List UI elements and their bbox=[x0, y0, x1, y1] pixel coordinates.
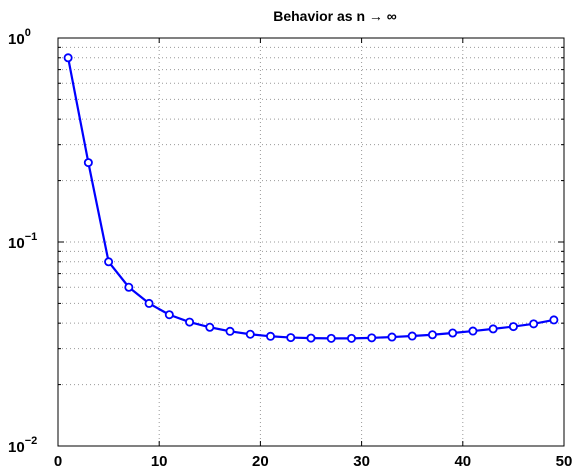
x-tick-label: 50 bbox=[556, 453, 573, 470]
data-point bbox=[205, 322, 215, 332]
data-point bbox=[286, 333, 296, 343]
data-point bbox=[488, 324, 498, 334]
data-point bbox=[164, 310, 174, 320]
data-point bbox=[185, 317, 195, 327]
x-tick-label: 10 bbox=[151, 453, 168, 470]
data-point bbox=[144, 298, 154, 308]
data-point bbox=[367, 333, 377, 343]
data-point bbox=[124, 282, 134, 292]
data-point bbox=[448, 328, 458, 338]
data-point bbox=[346, 333, 356, 343]
y-tick-label: 100 bbox=[8, 27, 31, 48]
x-tick-label: 30 bbox=[353, 453, 370, 470]
data-point bbox=[529, 319, 539, 329]
data-point bbox=[83, 158, 93, 168]
data-point bbox=[104, 257, 114, 267]
data-point bbox=[468, 326, 478, 336]
data-point bbox=[306, 333, 316, 343]
data-point bbox=[225, 326, 235, 336]
data-point bbox=[407, 331, 417, 341]
tick-labels: 0 10 20 30 40 50 10−2 10−1 100 bbox=[8, 27, 572, 470]
data-point bbox=[63, 53, 73, 63]
data-point bbox=[508, 322, 518, 332]
series-layer bbox=[63, 53, 559, 343]
data-point bbox=[326, 333, 336, 343]
y-tick-label: 10−1 bbox=[8, 231, 37, 252]
x-tick-label: 20 bbox=[252, 453, 269, 470]
grid bbox=[58, 38, 564, 446]
data-point bbox=[387, 332, 397, 342]
chart-title: Behavior as n → ∞ bbox=[273, 8, 397, 24]
data-point bbox=[427, 330, 437, 340]
data-point bbox=[245, 329, 255, 339]
x-tick-label: 0 bbox=[54, 453, 62, 470]
data-point bbox=[266, 331, 276, 341]
x-tick-label: 40 bbox=[454, 453, 471, 470]
axes bbox=[57, 37, 565, 447]
data-point bbox=[549, 315, 559, 325]
y-tick-label: 10−2 bbox=[8, 435, 37, 456]
